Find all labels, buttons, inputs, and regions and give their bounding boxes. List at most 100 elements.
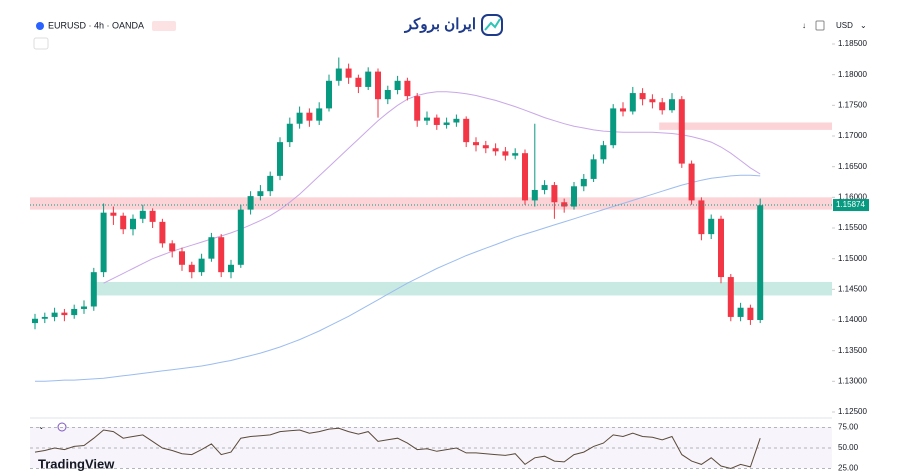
brand-name: ایران بروکر [404,16,476,33]
candle-body [502,151,509,156]
y-tick-label: 1.17500 [838,100,867,109]
candle-body [629,93,636,112]
last-price-label: 1.15874 [836,200,865,209]
candle-body [41,316,48,319]
candle-body [335,68,342,81]
candle-body [659,102,666,111]
candle-body [120,215,127,230]
candle-body [424,117,430,121]
moving-average [35,174,761,382]
candle-body [512,153,519,156]
candle-body [414,96,421,121]
candle-body [620,108,626,112]
candle-body [228,264,234,273]
candle-body [218,237,225,273]
candle-body [590,159,597,179]
currency-dropdown[interactable]: ⌄ [860,21,867,30]
candle-body [531,189,538,201]
candle-body [698,200,705,235]
candle-body [727,277,734,317]
candle-body [237,209,244,265]
candle-body [90,272,97,307]
zone [659,122,832,130]
download-icon[interactable]: ↓ [802,21,806,30]
candle-body [757,205,764,320]
candle-body [453,118,460,123]
candle-body [277,142,283,176]
candle-body [32,318,38,324]
candle-body [169,243,176,252]
y-tick-label: 1.15000 [838,254,867,263]
candle-body [639,93,646,100]
candle-body [571,186,577,207]
y-tick-label: 1.17000 [838,131,867,140]
collapse-button[interactable] [33,37,49,50]
candle-body [159,221,166,244]
candle-body [100,212,107,273]
rsi-tick-label: 50.00 [838,443,859,452]
y-tick-label: 1.14500 [838,284,867,293]
candle-body [296,112,303,124]
candle-body [188,264,195,273]
candle-body [678,99,685,164]
candle-body [71,308,78,316]
candle-body [326,80,332,109]
rsi-tick-label: 25.00 [838,464,859,471]
brand-logo: ایران بروکر [404,14,503,36]
zone [90,281,833,296]
y-tick-label: 1.18500 [838,39,867,48]
candle-body [257,191,264,197]
candle-body [208,237,215,259]
candle-body [198,258,205,273]
candle-body [345,68,352,78]
candle-body [404,80,411,97]
candle-body [384,90,391,100]
candle-body [561,202,568,207]
candle-body [179,251,185,265]
candle-body [737,307,744,317]
y-tick-label: 1.13500 [838,346,867,355]
y-tick-label: 1.18000 [838,70,867,79]
candle-body [433,117,440,125]
candle-body [718,218,724,278]
rsi-tick-label: 75.00 [838,423,859,432]
last-price-box [833,199,869,212]
candle-body [600,145,607,160]
candle-body [375,71,381,100]
candle-body [130,218,136,230]
candle-body [139,210,146,219]
candle-body [649,99,656,103]
candle-body [286,123,293,143]
y-tick-label: 1.12500 [838,407,867,416]
candle-body [580,178,587,187]
badge [152,21,176,31]
candle-body [522,153,528,201]
candle-body [267,175,274,192]
candle-body [81,306,87,309]
candle-body [688,163,695,201]
y-tick-label: 1.15500 [838,223,867,232]
candle-body [610,108,617,146]
candle-body [394,80,401,90]
symbol: EURUSD · 4h · OANDA [48,20,144,30]
brand-icon [481,14,503,36]
currency[interactable]: USD [836,21,853,30]
candle-body [708,218,715,235]
fullscreen-icon[interactable] [815,20,825,31]
y-tick-label: 1.13000 [838,376,867,385]
candle-body [482,145,489,149]
candle-body [669,99,675,111]
candle-body [365,71,372,87]
candle-body [463,118,470,143]
candle-body [355,77,362,87]
y-tick-label: 1.14000 [838,315,867,324]
candle-body [110,212,117,216]
candle-body [551,185,558,203]
watermark: TradingView [38,456,115,471]
rsi-collapse[interactable]: ⌄ [38,422,45,431]
candle-body [149,210,156,222]
candle-body [316,108,323,121]
candle-body [473,142,479,146]
